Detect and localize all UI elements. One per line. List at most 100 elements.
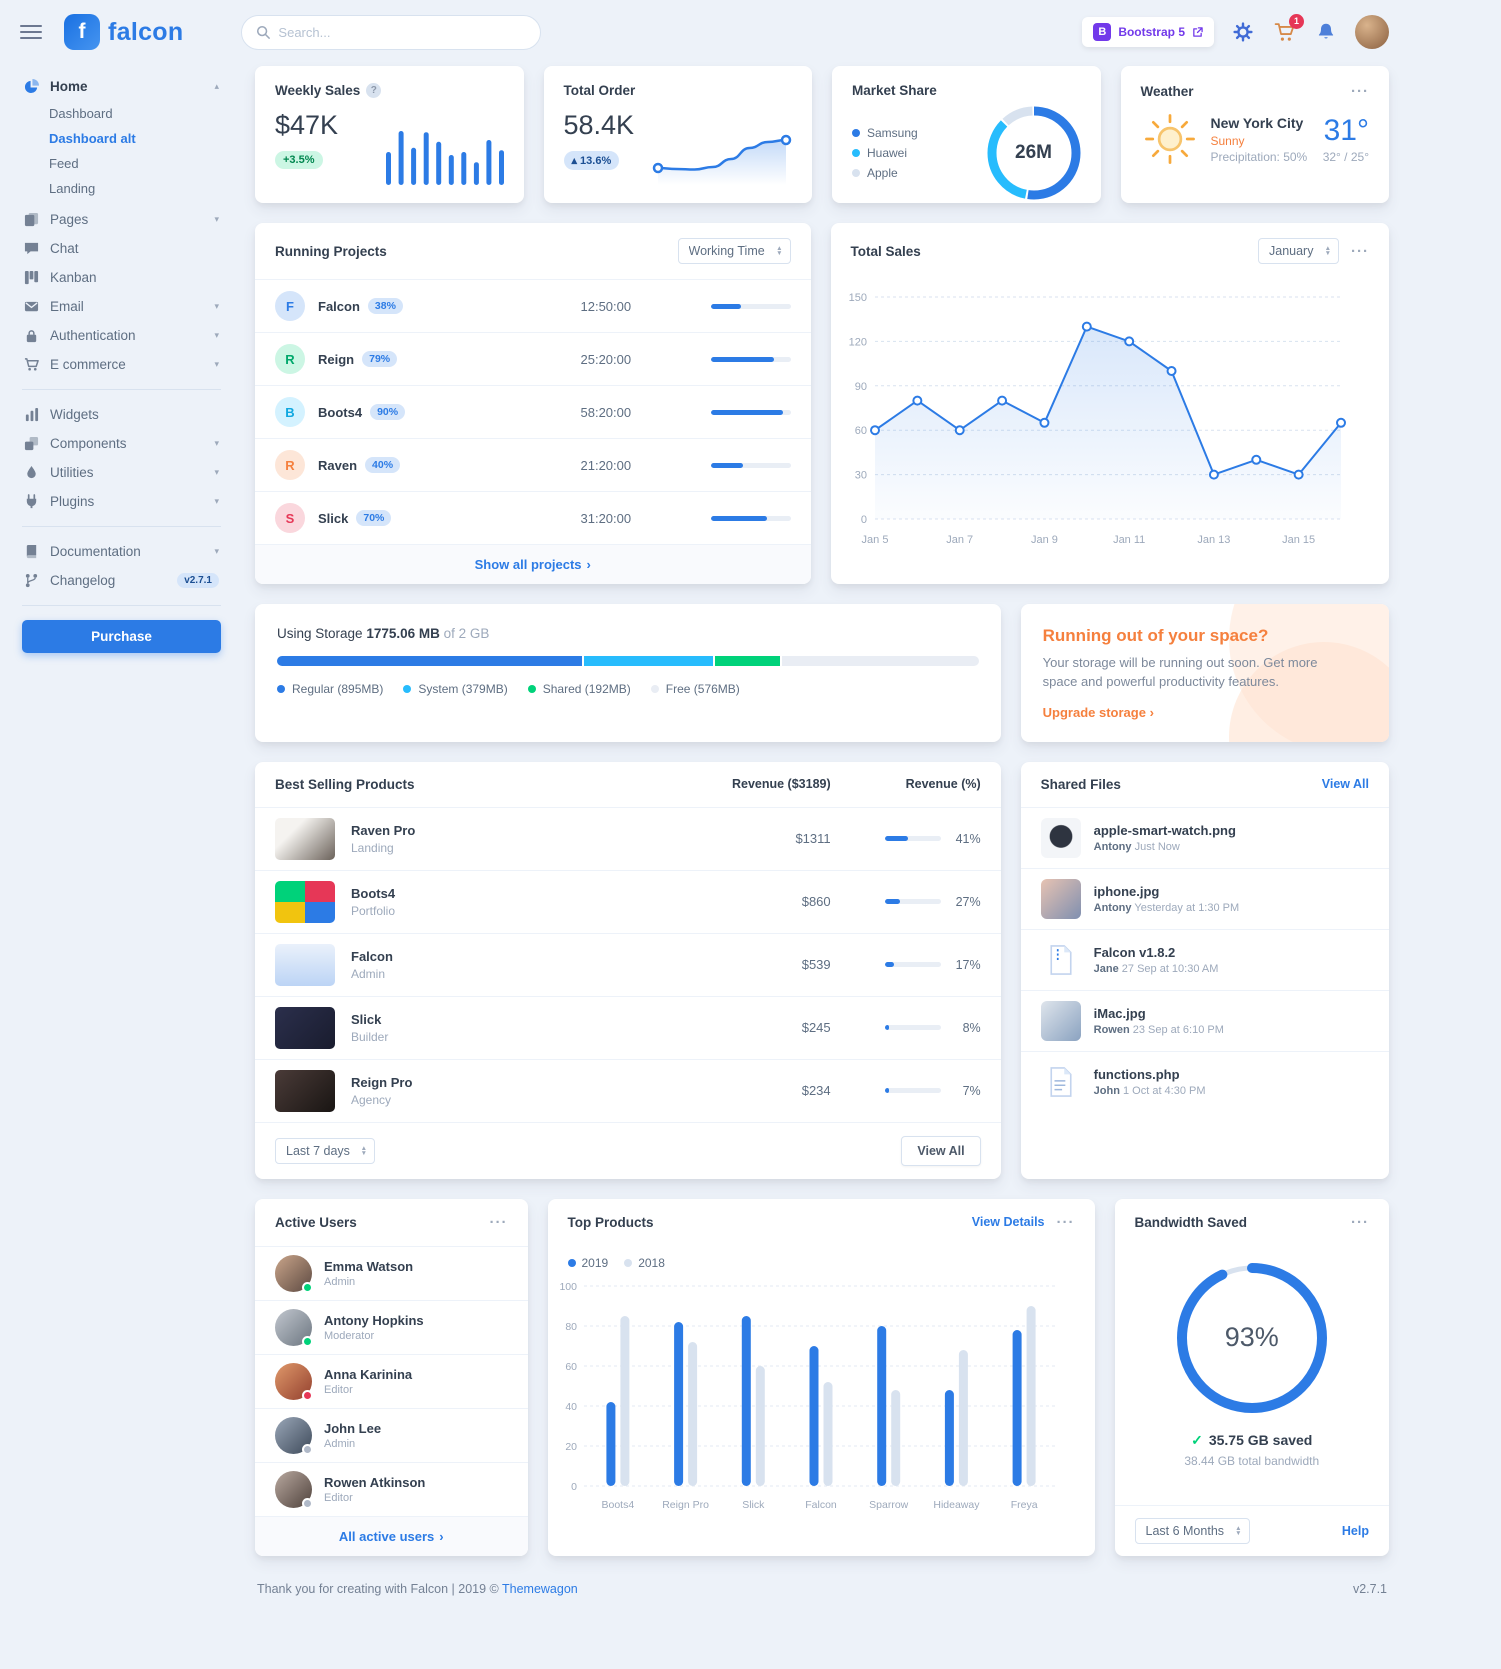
file-name-link[interactable]: apple-smart-watch.png <box>1093 822 1236 838</box>
weather-precipitation: Precipitation: 50% <box>1210 149 1308 164</box>
svg-text:0: 0 <box>860 514 866 526</box>
period-select[interactable]: Last 6 Months ▲ ▼ <box>1134 1517 1250 1544</box>
themewagon-link[interactable]: Themewagon <box>502 1581 578 1596</box>
shopping-cart-icon[interactable]: 1 <box>1272 13 1304 45</box>
project-name-link[interactable]: Boots4 <box>318 404 363 420</box>
search-input[interactable] <box>278 24 527 40</box>
svg-text:40: 40 <box>565 1401 577 1413</box>
card-menu-button[interactable]: ··· <box>1350 1213 1369 1231</box>
card-title: Active Users <box>275 1214 357 1230</box>
sidebar-item-utilities[interactable]: Utilities ▾ <box>22 458 221 487</box>
card-title: Best Selling Products <box>275 776 415 792</box>
weather-condition: Sunny <box>1210 133 1245 148</box>
project-progress-bar <box>710 356 791 362</box>
project-name-link[interactable]: Raven <box>318 457 358 473</box>
project-name-link[interactable]: Falcon <box>318 298 360 314</box>
top-navbar: f falcon B Bootstrap 5 <box>0 0 1501 64</box>
all-active-users-link[interactable]: All active users › <box>255 1515 528 1556</box>
show-all-projects-link[interactable]: Show all projects › <box>255 544 811 584</box>
file-name-link[interactable]: iMac.jpg <box>1093 1005 1146 1021</box>
brand-logo[interactable]: f falcon <box>64 14 183 50</box>
sidebar-item-documentation[interactable]: Documentation ▾ <box>22 537 221 566</box>
top-products-legend: 2019 2018 <box>548 1246 1095 1272</box>
sidebar-item-kanban[interactable]: Kanban <box>22 263 221 292</box>
project-progress-badge: 38% <box>367 298 403 314</box>
sidebar-item-plugins[interactable]: Plugins ▾ <box>22 487 221 516</box>
card-menu-button[interactable]: ··· <box>1351 242 1369 260</box>
legend-item: Shared (192MB) <box>527 682 631 696</box>
sidebar-divider <box>22 605 221 606</box>
card-menu-button[interactable]: ··· <box>1056 1213 1075 1231</box>
view-all-link[interactable]: View All <box>1321 777 1369 792</box>
upgrade-storage-link[interactable]: Upgrade storage › <box>1042 704 1154 720</box>
month-select[interactable]: January ▲ ▼ <box>1258 238 1339 264</box>
user-name-link[interactable]: Emma Watson <box>324 1258 414 1274</box>
file-name-link[interactable]: Falcon v1.8.2 <box>1093 944 1176 960</box>
view-all-button[interactable]: View All <box>901 1135 981 1166</box>
product-name-link[interactable]: Boots4 <box>351 885 396 901</box>
product-name-link[interactable]: Slick <box>351 1011 382 1027</box>
bootstrap5-badge[interactable]: B Bootstrap 5 <box>1082 17 1214 47</box>
sidebar-item-authentication[interactable]: Authentication ▾ <box>22 321 221 350</box>
product-category-link[interactable]: Agency <box>351 1092 392 1107</box>
chevron-right-icon: › <box>439 1528 444 1544</box>
active-users-card: Active Users ··· Emma Watson Admin Antony… <box>255 1198 528 1556</box>
weekly-sales-delta-badge: +3.5% <box>275 151 323 169</box>
legend-item: Samsung <box>852 123 918 143</box>
svg-text:100: 100 <box>559 1281 577 1293</box>
card-menu-button[interactable]: ··· <box>489 1213 508 1231</box>
product-category-link[interactable]: Admin <box>351 966 386 981</box>
user-name-link[interactable]: Rowen Atkinson <box>324 1474 426 1490</box>
hamburger-menu-icon[interactable] <box>20 23 42 41</box>
card-menu-button[interactable]: ··· <box>1351 83 1369 100</box>
user-name-link[interactable]: Anna Karinina <box>324 1366 413 1382</box>
file-name-link[interactable]: functions.php <box>1093 1066 1180 1082</box>
product-name-link[interactable]: Falcon <box>351 948 393 964</box>
chevron-down-icon: ▾ <box>214 330 219 340</box>
sidebar-item-dashboard[interactable]: Dashboard <box>49 106 113 121</box>
project-name-link[interactable]: Slick <box>318 510 349 526</box>
sidebar-item-home[interactable]: Home ▴ <box>22 72 221 101</box>
help-icon[interactable]: ? <box>366 83 382 98</box>
space-card-title: Running out of your space? <box>1042 626 1269 645</box>
sidebar-item-widgets[interactable]: Widgets <box>22 400 221 429</box>
table-row: Falcon Admin $539 17% <box>255 932 1001 996</box>
sidebar-item-dashboard-alt[interactable]: Dashboard alt <box>49 131 136 146</box>
settings-gear-icon[interactable] <box>1231 20 1255 44</box>
user-name-link[interactable]: John Lee <box>324 1420 382 1436</box>
product-revenue: $245 <box>801 1020 831 1036</box>
user-name-link[interactable]: Antony Hopkins <box>324 1312 424 1328</box>
revenue-pct-bar <box>884 836 941 842</box>
chevron-down-icon: ▾ <box>214 438 219 448</box>
sidebar-item-ecommerce[interactable]: E commerce ▾ <box>22 350 221 379</box>
project-name-link[interactable]: Reign <box>318 351 355 367</box>
product-category-link[interactable]: Portfolio <box>351 903 396 918</box>
project-row: R Reign 79% 25:20:00 <box>255 332 811 385</box>
sidebar-item-landing[interactable]: Landing <box>49 181 96 196</box>
user-avatar[interactable] <box>1355 15 1389 49</box>
sidebar-item-feed[interactable]: Feed <box>49 156 79 171</box>
sidebar-item-changelog[interactable]: Changelog v2.7.1 <box>22 566 221 595</box>
chevron-down-icon: ▾ <box>214 214 219 224</box>
sidebar-item-chat[interactable]: Chat <box>22 234 221 263</box>
chevron-down-icon: ▾ <box>214 301 219 311</box>
user-avatar <box>275 1254 313 1293</box>
sidebar-item-email[interactable]: Email ▾ <box>22 292 221 321</box>
product-revenue: $539 <box>801 957 831 973</box>
product-category-link[interactable]: Landing <box>351 840 394 855</box>
product-category-link[interactable]: Builder <box>351 1029 389 1044</box>
notifications-bell-icon[interactable] <box>1314 20 1338 44</box>
product-name-link[interactable]: Reign Pro <box>351 1074 413 1090</box>
product-name-link[interactable]: Raven Pro <box>351 822 416 838</box>
project-progress-badge: 79% <box>362 351 398 367</box>
total-order-card: Total Order 58.4K ▴ 13.6% <box>543 66 812 203</box>
help-link[interactable]: Help <box>1341 1523 1369 1538</box>
product-thumbnail <box>275 1069 335 1112</box>
working-time-select[interactable]: Working Time ▲ ▼ <box>677 238 791 264</box>
view-details-link[interactable]: View Details <box>971 1215 1045 1230</box>
date-range-select[interactable]: Last 7 days ▲ ▼ <box>275 1137 375 1164</box>
file-name-link[interactable]: iphone.jpg <box>1093 883 1160 899</box>
sidebar-item-components[interactable]: Components ▾ <box>22 429 221 458</box>
purchase-button[interactable]: Purchase <box>22 620 221 653</box>
sidebar-item-pages[interactable]: Pages ▾ <box>22 205 221 234</box>
